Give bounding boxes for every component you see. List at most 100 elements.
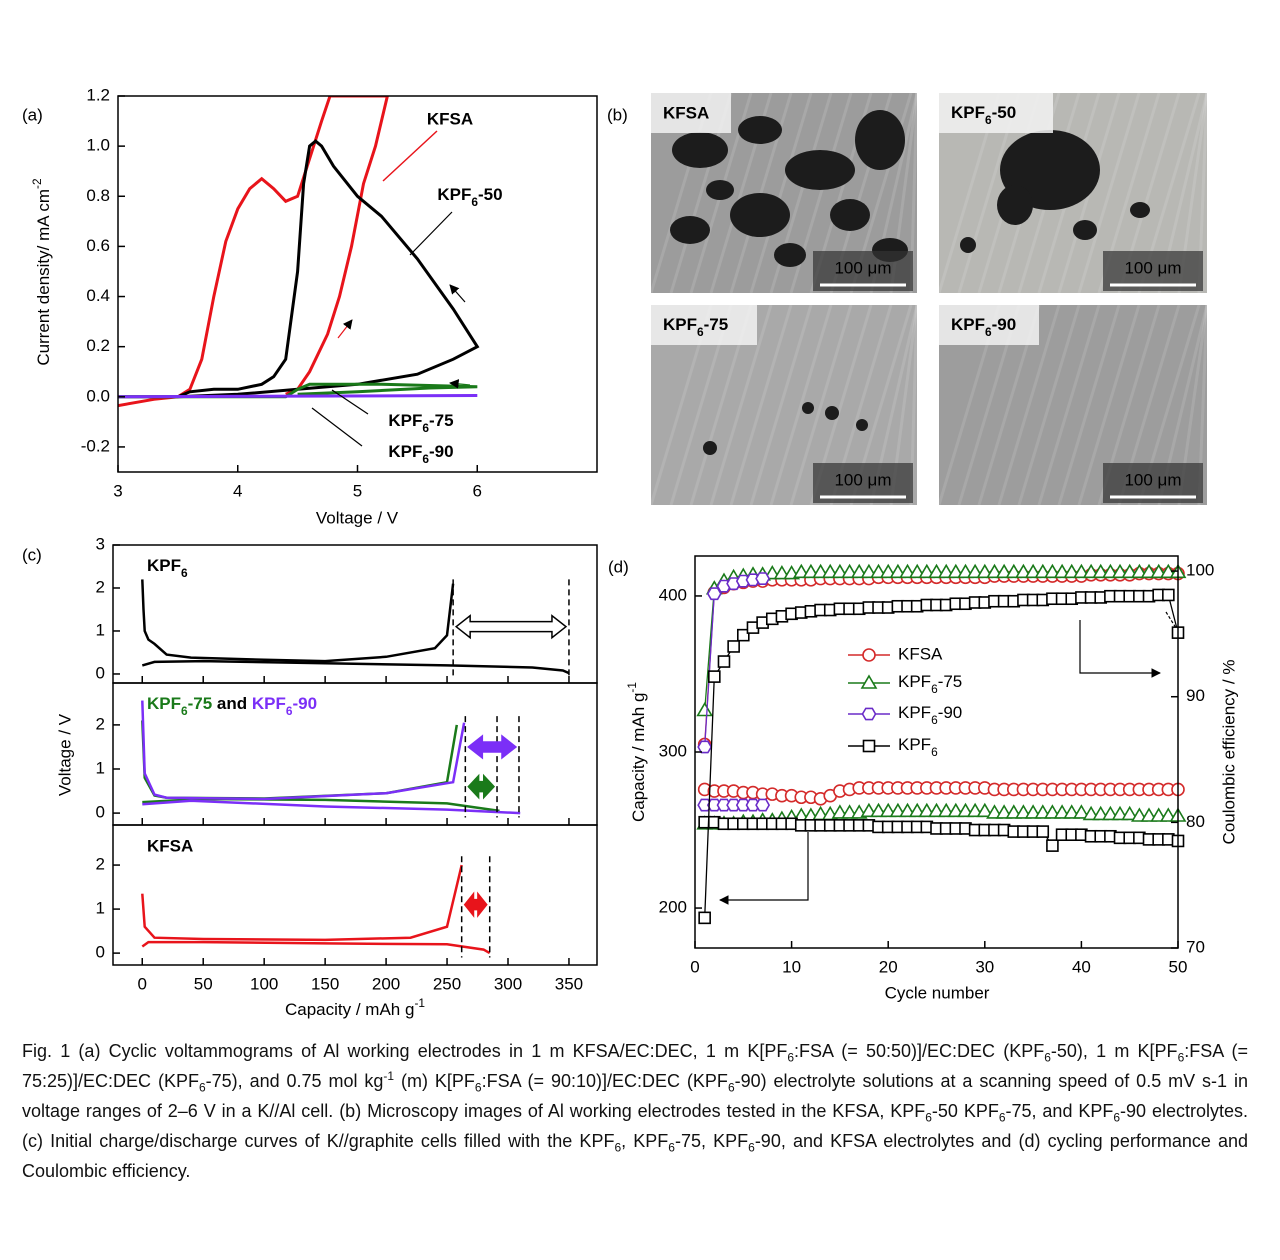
data-point <box>1063 804 1081 819</box>
image-texture <box>729 304 793 506</box>
x-tick-label: 20 <box>879 957 898 976</box>
data-point <box>697 798 713 812</box>
x-tick-label: 200 <box>372 974 400 993</box>
y-tick-label: 0.6 <box>86 236 110 255</box>
y-tick-label: 90 <box>1186 686 1205 705</box>
image-blob <box>830 199 870 231</box>
y-tick-label: 1.0 <box>86 136 110 155</box>
scan-arrow <box>449 379 471 389</box>
voltage-curve <box>141 659 570 675</box>
voltage-curve <box>142 797 500 813</box>
caption-run: , KPF <box>621 1131 669 1151</box>
curve-label: KPF6-75 <box>388 411 453 435</box>
text-run: 6 <box>985 113 992 127</box>
data-point <box>1111 805 1129 821</box>
panel-curve-label: KPF6-75 and KPF6-90 <box>147 694 317 718</box>
panel-label: (a) <box>22 105 43 124</box>
series-line <box>704 577 763 748</box>
text-run: -75 <box>938 672 963 691</box>
data-point <box>1092 563 1110 579</box>
text-run: KPF <box>951 315 985 334</box>
image-blob <box>738 116 782 144</box>
data-point <box>1162 588 1175 602</box>
image-blob <box>703 441 717 455</box>
data-point <box>726 798 742 812</box>
data-point <box>696 701 714 717</box>
leader-line <box>331 389 369 415</box>
text-run: -90 <box>992 315 1017 334</box>
data-point <box>1092 805 1110 821</box>
data-point <box>736 628 750 642</box>
legend-marker <box>862 739 876 753</box>
data-point <box>745 798 761 812</box>
text-run: KPF <box>147 694 181 713</box>
text-run: -75 <box>704 315 729 334</box>
data-point <box>735 798 751 812</box>
y-tick-label: -0.2 <box>81 436 110 455</box>
caption-run: 6 <box>614 1140 622 1155</box>
panel-curve-label: KFSA <box>147 836 193 855</box>
text-run: KPF <box>437 185 471 204</box>
data-point <box>1073 563 1090 579</box>
text-run: KPF <box>388 442 422 461</box>
text-run: Capacity / mAh g <box>629 693 648 822</box>
text-run: 6 <box>471 195 478 209</box>
curve-label: KPF6-90 <box>388 442 453 466</box>
data-point <box>706 798 722 812</box>
scan-arrow <box>337 319 353 339</box>
data-point <box>1044 804 1061 819</box>
text-run: 6 <box>181 566 188 580</box>
data-point <box>802 563 820 579</box>
image-texture <box>749 304 813 506</box>
image-label-bg <box>939 93 1053 133</box>
caption-run: -50 KPF <box>931 1101 999 1121</box>
text-run: 6 <box>422 452 429 466</box>
text-run: -75 <box>188 694 213 713</box>
image-blob <box>997 185 1033 225</box>
x-axis-label: Voltage / V <box>316 508 399 527</box>
text-run: -1 <box>414 996 425 1010</box>
image-label-bg <box>939 305 1039 345</box>
data-point <box>1024 804 1042 819</box>
image-label-bg <box>651 93 731 133</box>
y-tick-label: 0.8 <box>86 186 110 205</box>
y-tick-label: 2 <box>96 855 105 874</box>
x-tick-label: 6 <box>473 481 482 500</box>
x-tick-label: 10 <box>782 957 801 976</box>
x-tick-label: 3 <box>113 481 122 500</box>
scale-bar-label: 100 μm <box>834 258 891 277</box>
x-tick-label: 0 <box>690 957 699 976</box>
text-run: KPF <box>951 103 985 122</box>
image-label: KPF6-75 <box>663 315 728 339</box>
data-point <box>1140 807 1158 822</box>
x-tick-label: 4 <box>233 481 242 500</box>
scale-bar-label: 100 μm <box>834 470 891 489</box>
caption-run: 6 <box>925 1110 932 1125</box>
caption-run: -90 electrolytes. (c) Initial charge/dis… <box>22 1101 1248 1151</box>
text-run: 6 <box>931 745 938 759</box>
data-point <box>879 563 897 579</box>
data-point <box>698 911 711 925</box>
data-point <box>995 804 1013 819</box>
caption-run: 6 <box>748 1140 755 1155</box>
leader-line <box>382 130 438 182</box>
text-run: KPF <box>898 703 931 722</box>
text-run: 6 <box>697 325 704 339</box>
image-texture <box>1077 304 1141 506</box>
data-point <box>1111 563 1129 579</box>
text-run: 6 <box>286 704 293 718</box>
caption-run: :FSA (= 50:50)]/EC:DEC (KPF <box>794 1041 1045 1061</box>
data-point <box>976 802 994 818</box>
data-point <box>1121 563 1139 579</box>
text-run: KPF <box>898 735 931 754</box>
x-tick-label: 250 <box>433 974 461 993</box>
text-run: -50 <box>992 103 1017 122</box>
data-point <box>706 587 722 601</box>
text-run: 6 <box>931 682 938 696</box>
figure: (a) 3 4 5 6 -0.2 0.0 0.2 0.4 0.6 0.8 1.0 1.2 Voltage … <box>22 85 1238 1019</box>
image-texture <box>1057 304 1121 506</box>
image-blob <box>785 150 855 190</box>
y-tick-label: 100 <box>1186 561 1214 580</box>
image-texture <box>789 304 853 506</box>
